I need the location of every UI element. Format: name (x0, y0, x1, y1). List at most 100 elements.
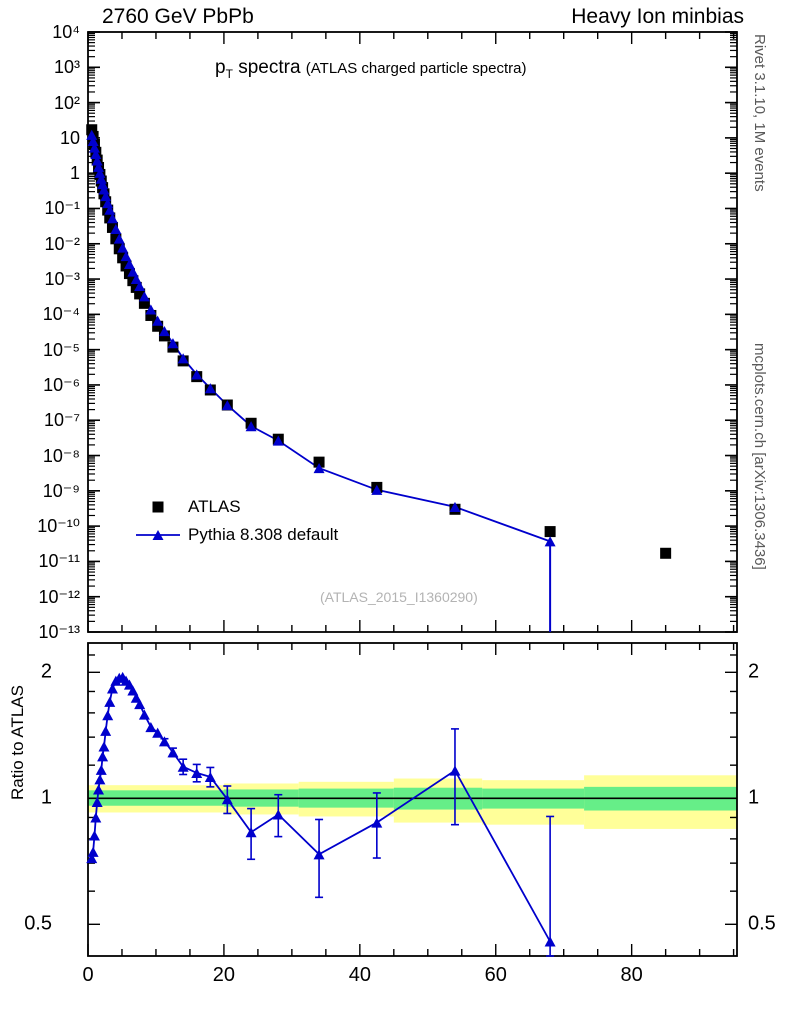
main-y-tick-label: 10⁴ (52, 22, 80, 42)
legend-label: Pythia 8.308 default (188, 525, 339, 544)
ratio-point (93, 784, 105, 795)
ratio-point (191, 767, 203, 778)
ratio-point (221, 794, 233, 805)
data-point-atlas (104, 212, 116, 224)
ratio-y-tick-label-left: 2 (40, 660, 52, 683)
ratio-point (544, 936, 556, 947)
data-point-pythia (104, 204, 116, 215)
data-point-pythia (91, 155, 103, 166)
main-y-tick-label: 10² (53, 92, 80, 113)
ratio-x-tick-label: 0 (82, 964, 94, 986)
data-point-atlas (313, 456, 325, 468)
ratio-point (86, 852, 98, 864)
data-point-pythia (221, 400, 233, 411)
data-point-pythia (110, 223, 122, 234)
ratio-y-tick-label-right: 2 (748, 660, 760, 683)
ratio-point (90, 812, 102, 823)
data-point-pythia (120, 250, 132, 262)
ratio-y-tick-label-right: 0.5 (748, 912, 776, 935)
data-point-pythia (152, 315, 164, 326)
main-y-tick-label: 10⁻⁹ (42, 480, 80, 501)
ratio-point (204, 771, 216, 782)
data-point-atlas (660, 547, 672, 559)
ratio-x-tick-label: 20 (212, 964, 236, 986)
ratio-y-tick-label-left: 0.5 (24, 912, 52, 935)
data-point-pythia (371, 484, 383, 495)
data-point-pythia (98, 184, 110, 195)
ratio-point (272, 809, 284, 820)
ratio-point (167, 747, 179, 758)
ratio-point (127, 685, 139, 696)
main-y-tick-label: 10⁻⁷ (43, 410, 80, 431)
ratio-x-tick-label: 80 (620, 964, 643, 986)
legend-label: ATLAS (188, 497, 241, 516)
legend-marker-triangle (152, 529, 164, 541)
data-point-pythia (449, 501, 461, 512)
ratio-point (87, 846, 99, 857)
ratio-point (97, 751, 109, 762)
data-point-atlas (145, 309, 157, 321)
data-point-atlas (110, 233, 122, 245)
ratio-point (152, 727, 164, 738)
ratio-panel-frame (87, 642, 738, 957)
data-point-pythia (90, 148, 102, 160)
data-point-pythia (88, 142, 100, 153)
ratio-point (88, 830, 100, 841)
data-point-pythia (191, 369, 203, 380)
plot-title-rest: spectra (232, 57, 301, 78)
plot-title-subscript: T (225, 66, 233, 81)
data-point-atlas (100, 196, 112, 208)
main-y-tick-label: 10 (59, 127, 80, 148)
main-y-tick-label: 10³ (53, 57, 80, 78)
data-point-pythia (106, 213, 118, 224)
data-point-pythia (272, 435, 284, 446)
main-y-tick-label: 1 (69, 163, 80, 184)
ratio-point (100, 725, 112, 736)
data-point-atlas (138, 297, 150, 309)
data-point-pythia (167, 338, 179, 349)
data-point-pythia (86, 129, 98, 140)
main-y-tick-label: 10⁻⁸ (42, 445, 80, 466)
main-y-tick-label: 10⁻¹² (38, 586, 80, 607)
data-point-pythia (113, 233, 125, 244)
data-point-atlas (86, 124, 98, 136)
main-y-tick-label: 10⁻¹³ (38, 622, 80, 642)
ratio-point (177, 761, 189, 772)
data-point-atlas (152, 320, 164, 332)
ratio-point (106, 683, 118, 694)
data-point-atlas (544, 526, 556, 538)
ratio-point (102, 710, 114, 721)
ratio-x-tick-label: 60 (484, 964, 507, 986)
data-point-pythia (127, 266, 139, 277)
ratio-y-tick-label-left: 1 (40, 786, 52, 809)
data-point-pythia (100, 190, 112, 202)
ratio-y-tick-label-right: 1 (748, 786, 760, 809)
ratio-point (95, 764, 107, 775)
data-point-pythia (145, 304, 157, 315)
ratio-point (158, 736, 170, 747)
main-y-tick-label: 10⁻¹⁰ (37, 516, 80, 537)
main-y-tick-label: 10⁻¹ (44, 198, 80, 219)
data-point-pythia (138, 291, 150, 302)
main-y-tick-label: 10⁻² (44, 233, 80, 254)
header-right-label: Heavy Ion minbias (571, 5, 744, 28)
ratio-point (145, 721, 157, 733)
main-panel-frame (87, 31, 738, 633)
data-point-pythia (123, 258, 135, 270)
header-left-label: 2760 GeV PbPb (102, 5, 254, 28)
data-point-pythia (177, 353, 189, 364)
data-point-pythia (134, 280, 146, 291)
legend-marker-square (152, 501, 164, 513)
data-point-pythia (544, 536, 556, 547)
analysis-id-watermark: (ATLAS_2015_I1360290) (320, 589, 478, 605)
plot-title: pT spectra (ATLAS charged particle spect… (215, 57, 526, 81)
ratio-point (98, 741, 110, 752)
ratio-point (134, 698, 146, 710)
data-point-pythia (117, 242, 129, 253)
data-point-pythia (245, 421, 257, 432)
ratio-point (104, 696, 116, 707)
data-point-pythia (87, 135, 99, 146)
ratio-point (138, 709, 150, 720)
main-y-tick-label: 10⁻⁶ (43, 374, 80, 395)
